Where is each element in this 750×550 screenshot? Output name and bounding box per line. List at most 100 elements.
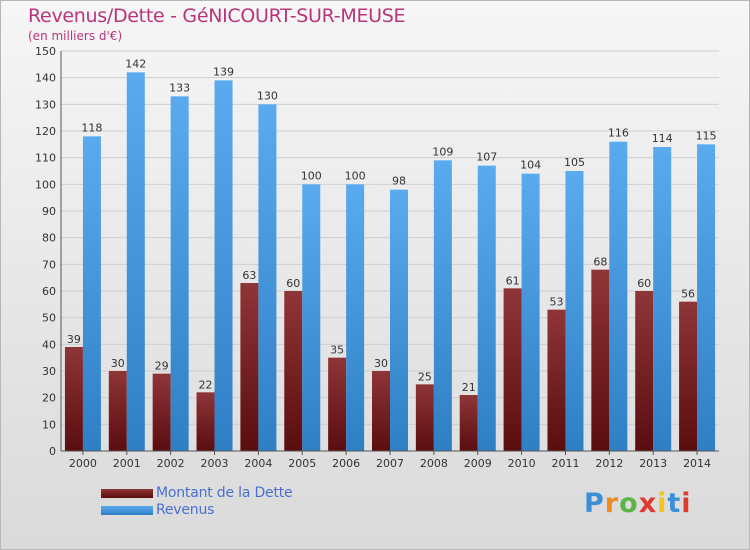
bar-revenue	[390, 189, 408, 451]
x-tick-label: 2006	[332, 457, 360, 470]
logo-letter: t	[667, 488, 682, 519]
bar-revenue	[82, 136, 101, 452]
data-label-revenue: 133	[169, 81, 190, 94]
x-tick-label: 2005	[288, 457, 316, 470]
chart-title: Revenus/Dette - GéNICOURT-SUR-MEUSE	[28, 5, 406, 27]
bar-revenue	[565, 171, 584, 451]
x-tick-label: 2003	[201, 457, 229, 470]
data-label-revenue: 104	[520, 159, 541, 172]
data-label-debt: 35	[330, 344, 344, 357]
y-tick-label: 80	[42, 232, 56, 245]
bar-debt	[415, 384, 434, 451]
y-tick-label: 70	[42, 258, 56, 271]
legend-label-revenue: Revenus	[156, 502, 215, 518]
data-label-revenue: 100	[345, 169, 366, 182]
bar-revenue	[433, 160, 452, 452]
bar-revenue	[477, 165, 496, 451]
data-label-debt: 39	[67, 333, 81, 346]
bars	[64, 72, 716, 452]
bar-debt	[459, 395, 478, 451]
axes: 0 10 20 30 40 50 60 70 80 90 100 110 120 130 140 150 200…	[35, 45, 719, 470]
bar-debt	[284, 291, 303, 451]
legend-label-debt: Montant de la Dette	[156, 485, 293, 501]
x-tick-label: 2008	[420, 457, 448, 470]
y-tick-label: 140	[35, 72, 56, 85]
chart-subtitle: (en milliers d'€)	[28, 29, 123, 43]
y-tick-label: 130	[35, 98, 56, 111]
data-label-debt: 30	[111, 357, 125, 370]
data-label-revenue: 116	[608, 127, 629, 140]
data-label-revenue: 109	[432, 145, 453, 158]
data-label-debt: 56	[681, 288, 695, 301]
x-tick-label: 2000	[69, 457, 97, 470]
x-tick-label: 2004	[244, 457, 272, 470]
y-tick-label: 40	[42, 338, 56, 351]
bar-revenue	[521, 173, 540, 451]
x-tick-label: 2011	[551, 457, 579, 470]
bar-debt	[240, 283, 259, 451]
bar-debt	[635, 291, 654, 451]
data-label-debt: 68	[593, 256, 607, 269]
logo-letter: r	[604, 488, 620, 519]
data-label-debt: 30	[374, 357, 388, 370]
y-tick-label: 30	[42, 365, 56, 378]
y-tick-label: 0	[49, 445, 56, 458]
bar-debt	[152, 373, 171, 451]
data-label-revenue: 118	[81, 121, 102, 134]
x-tick-label: 2012	[595, 457, 623, 470]
data-label-debt: 60	[286, 277, 300, 290]
bar-revenue	[609, 141, 628, 451]
data-label-revenue: 107	[476, 151, 497, 164]
data-label-revenue: 100	[301, 169, 322, 182]
logo-letter: i	[681, 488, 692, 519]
data-label-debt: 60	[637, 277, 651, 290]
logo-letter: P	[584, 488, 605, 519]
x-tick-label: 2010	[508, 457, 536, 470]
y-tick-label: 50	[42, 312, 56, 325]
bar-debt	[591, 269, 610, 451]
y-tick-label: 110	[35, 152, 56, 165]
legend-swatch-debt	[101, 489, 153, 498]
data-label-debt: 63	[242, 269, 256, 282]
y-tick-label: 120	[35, 125, 56, 138]
y-tick-label: 100	[35, 178, 56, 191]
bar-revenue	[126, 72, 145, 451]
bar-debt	[679, 301, 698, 451]
bar-revenue	[346, 184, 365, 452]
data-label-revenue: 139	[213, 65, 234, 78]
bar-revenue	[302, 184, 321, 452]
proxiti-logo: Proxiti	[584, 488, 692, 519]
logo-letter: i	[657, 488, 668, 519]
x-tick-label: 2013	[639, 457, 667, 470]
bar-debt	[328, 357, 347, 451]
data-label-revenue: 130	[257, 89, 278, 102]
bar-debt	[64, 347, 83, 451]
bar-revenue	[697, 144, 716, 452]
legend-swatch-revenue	[101, 506, 153, 515]
data-label-revenue: 98	[392, 175, 406, 188]
data-label-debt: 22	[199, 378, 213, 391]
data-label-revenue: 114	[652, 132, 673, 145]
x-tick-label: 2014	[683, 457, 711, 470]
logo-letter: x	[638, 488, 658, 519]
bar-revenue	[170, 96, 189, 451]
y-tick-label: 10	[42, 418, 56, 431]
y-tick-label: 20	[42, 392, 56, 405]
bar-revenue	[258, 104, 277, 451]
data-label-revenue: 115	[696, 129, 717, 142]
x-tick-label: 2007	[376, 457, 404, 470]
bar-debt	[372, 371, 390, 451]
x-tick-label: 2002	[157, 457, 185, 470]
data-label-revenue: 142	[125, 57, 146, 70]
data-labels: 39 118 30 142 29 133 22 139 63 130 60 100 35 100 30 98 2…	[67, 57, 717, 394]
x-tick-label: 2001	[113, 457, 141, 470]
data-label-debt: 25	[418, 370, 432, 383]
data-label-revenue: 105	[564, 156, 585, 169]
data-label-debt: 21	[462, 381, 476, 394]
bar-debt	[503, 288, 522, 451]
y-tick-label: 150	[35, 45, 56, 58]
x-tick-label: 2009	[464, 457, 492, 470]
bar-debt	[108, 371, 127, 451]
